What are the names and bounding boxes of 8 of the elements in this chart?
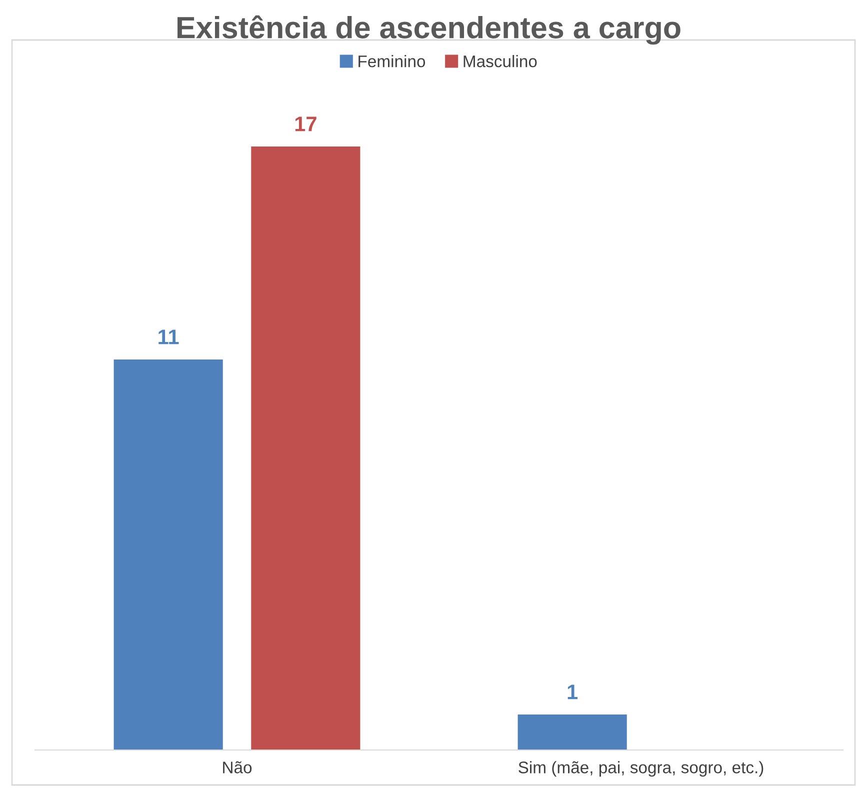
legend-label: Feminino bbox=[358, 55, 426, 68]
chart-title: Existência de ascendentes a cargo bbox=[178, 15, 680, 45]
x-tick-label: Não bbox=[223, 761, 252, 774]
data-label: 17 bbox=[295, 116, 316, 132]
x-tick-label: Sim (mãe, pai, sogra, sogro, etc.) bbox=[518, 761, 764, 777]
data-label: 1 bbox=[568, 684, 578, 700]
legend-label: Masculino bbox=[464, 55, 537, 68]
data-label: 11 bbox=[158, 330, 179, 344]
